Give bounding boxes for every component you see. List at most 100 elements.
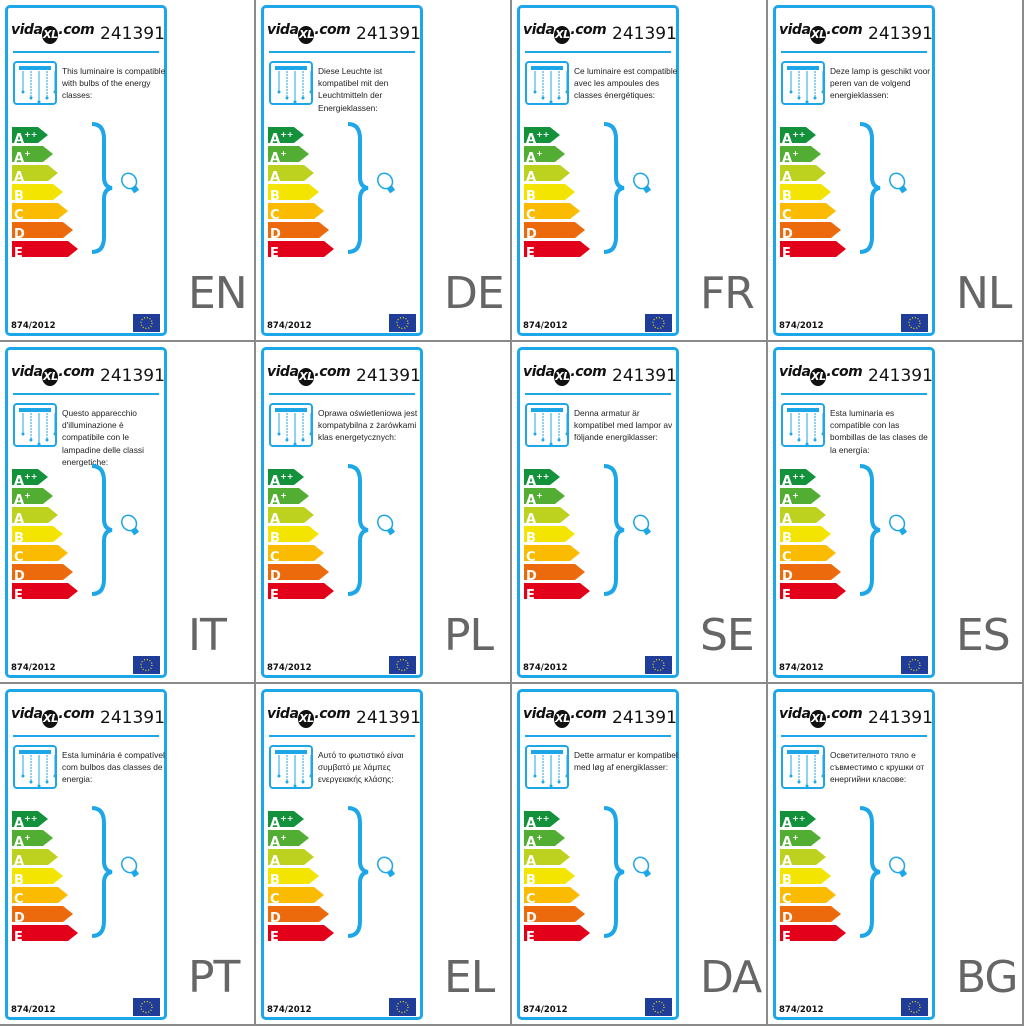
energy-class-plus: +	[24, 833, 31, 842]
label-cell-it: vidaXL.com 241391 Questo apparecchio d'i…	[0, 342, 256, 684]
energy-class-letter: A	[270, 493, 281, 508]
energy-class-bar: A	[780, 507, 826, 523]
energy-class-letter: E	[526, 588, 535, 603]
divider	[525, 735, 671, 737]
energy-class-bar: D	[268, 906, 329, 922]
energy-class-bar: C	[268, 887, 324, 903]
energy-class-letter: B	[14, 531, 24, 546]
energy-class-bar: A++	[780, 811, 816, 827]
energy-class-bar: C	[524, 203, 580, 219]
energy-class-letter: A	[14, 835, 25, 850]
compatibility-text: Diese Leuchte ist kompatibel mit den Leu…	[318, 66, 389, 113]
brace-bulb-icon	[603, 806, 652, 938]
energy-class-letter: E	[526, 930, 535, 945]
energy-class-bar: A+	[780, 830, 821, 846]
energy-class-bar: B	[12, 184, 63, 200]
energy-class-letter: B	[270, 189, 280, 204]
regulation-number: 874/2012	[267, 321, 312, 331]
energy-class-bar: A++	[12, 811, 48, 827]
compatibility-text: Αυτό το φωτιστικό είναι συμβατό με λάμπε…	[318, 750, 404, 785]
energy-class-letter: A	[782, 854, 793, 869]
energy-label-card: vidaXL.com 241391 Осветителното тяло е с…	[773, 689, 935, 1020]
eu-flag-icon	[133, 314, 160, 332]
chandelier-icon	[269, 61, 313, 105]
energy-class-bar: A++	[268, 127, 304, 143]
energy-class-letter: E	[14, 246, 23, 261]
energy-class-letter: E	[526, 246, 535, 261]
regulation-number: 874/2012	[523, 663, 568, 673]
energy-class-letter: D	[14, 227, 25, 242]
label-cell-es: vidaXL.com 241391 Esta luminaria es comp…	[768, 342, 1024, 684]
regulation-number: 874/2012	[779, 663, 824, 673]
energy-class-bar: C	[780, 545, 836, 561]
energy-class-letter: A	[14, 151, 25, 166]
energy-class-plus: +	[792, 491, 799, 500]
energy-class-bar: A+	[268, 146, 309, 162]
regulation-number: 874/2012	[11, 321, 56, 331]
energy-class-letter: E	[782, 246, 791, 261]
energy-class-letter: A	[526, 816, 537, 831]
energy-class-letter: A	[270, 151, 281, 166]
chandelier-icon	[525, 61, 569, 105]
energy-class-plus: ++	[280, 814, 294, 823]
energy-class-letter: D	[270, 911, 281, 926]
label-cell-fr: vidaXL.com 241391 Ce luminaire est compa…	[512, 0, 768, 342]
chandelier-icon	[13, 745, 57, 789]
energy-class-letter: A	[14, 170, 25, 185]
divider	[13, 735, 159, 737]
energy-class-bar: D	[12, 222, 73, 238]
product-number: 241391	[100, 708, 165, 728]
language-code: DA	[700, 952, 762, 1003]
language-code: SE	[700, 610, 755, 661]
product-number: 241391	[612, 366, 677, 386]
energy-class-plus: +	[280, 491, 287, 500]
vidaxl-logo: vidaXL.com	[779, 706, 863, 728]
energy-class-letter: A	[526, 512, 537, 527]
product-number: 241391	[100, 366, 165, 386]
energy-class-letter: C	[14, 892, 24, 907]
language-code: BG	[956, 952, 1019, 1003]
chandelier-icon	[781, 403, 825, 447]
energy-class-plus: +	[24, 149, 31, 158]
energy-class-plus: +	[536, 149, 543, 158]
language-code: PT	[188, 952, 240, 1003]
regulation-number: 874/2012	[523, 1005, 568, 1015]
chandelier-icon	[525, 745, 569, 789]
language-code: DE	[444, 268, 505, 319]
brace-bulb-icon	[859, 464, 908, 596]
energy-class-letter: C	[14, 550, 24, 565]
energy-class-letter: B	[782, 531, 792, 546]
energy-class-bar: B	[524, 868, 575, 884]
energy-class-letter: C	[270, 892, 280, 907]
energy-class-letter: A	[526, 474, 537, 489]
compatibility-text: This luminaire is compatible with bulbs …	[62, 66, 166, 101]
energy-class-bar: A+	[12, 488, 53, 504]
compatibility-text: Deze lamp is geschikt voor peren van de …	[830, 66, 931, 101]
label-cell-pl: vidaXL.com 241391 Oprawa oświetleniowa j…	[256, 342, 512, 684]
energy-class-letter: A	[782, 835, 793, 850]
energy-class-letter: D	[270, 227, 281, 242]
energy-class-letter: D	[526, 227, 537, 242]
energy-class-bar: A+	[524, 830, 565, 846]
energy-class-letter: A	[14, 854, 25, 869]
energy-class-letter: D	[14, 569, 25, 584]
brace-bulb-icon	[347, 464, 396, 596]
regulation-number: 874/2012	[523, 321, 568, 331]
energy-class-bar: A	[12, 507, 58, 523]
energy-class-letter: A	[14, 512, 25, 527]
product-number: 241391	[356, 366, 421, 386]
energy-class-letter: A	[270, 816, 281, 831]
energy-class-plus: +	[280, 149, 287, 158]
energy-class-letter: D	[270, 569, 281, 584]
product-number: 241391	[356, 24, 421, 44]
energy-class-bar: B	[268, 184, 319, 200]
energy-class-letter: A	[782, 512, 793, 527]
eu-flag-icon	[133, 656, 160, 674]
compatibility-text: Esta luminaria es compatible con las bom…	[830, 408, 928, 455]
brace-bulb-icon	[347, 806, 396, 938]
energy-class-bar: A++	[12, 469, 48, 485]
vidaxl-logo: vidaXL.com	[523, 706, 607, 728]
compatibility-text: Esta luminária é compatível com bulbos d…	[62, 750, 165, 785]
energy-class-letter: A	[782, 474, 793, 489]
label-cell-de: vidaXL.com 241391 Diese Leuchte ist komp…	[256, 0, 512, 342]
